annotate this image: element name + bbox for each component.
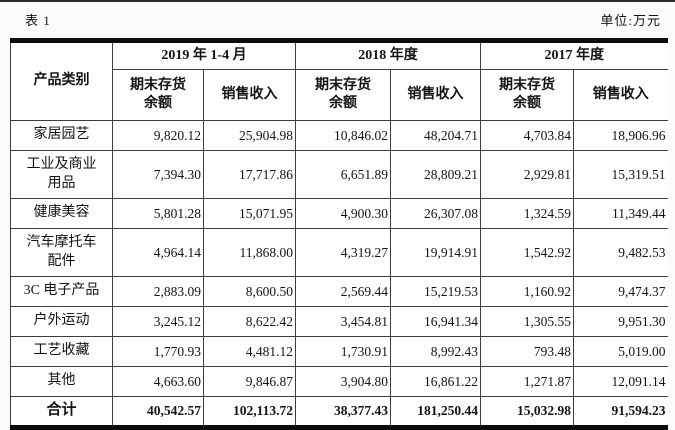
period-group-header: 2018 年度 [295,40,482,70]
value-cell: 10,846.02 [295,120,392,151]
row-label: 户外运动 [10,306,113,337]
value-cell: 793.48 [480,336,575,367]
value-cell: 5,019.00 [573,336,668,367]
value-cell: 1,542.92 [480,228,575,277]
value-cell: 9,951.30 [573,306,668,337]
value-cell: 8,600.50 [202,276,297,307]
period-group-header: 2019 年 1-4 月 [111,40,297,70]
sub-column-header: 销售收入 [573,69,668,121]
value-cell: 9,846.87 [202,366,297,397]
value-cell: 12,091.14 [573,366,668,397]
value-cell: 2,883.09 [112,276,204,307]
sub-column-header: 期末存货 余额 [295,69,392,121]
total-label: 合计 [10,396,113,428]
value-cell: 3,245.12 [112,306,204,337]
row-label: 健康美容 [10,198,113,229]
value-cell: 48,204.71 [390,120,482,151]
value-cell: 4,900.30 [295,198,392,229]
top-rule [0,0,675,2]
value-cell: 11,349.44 [573,198,668,229]
value-cell: 26,307.08 [390,198,482,229]
row-label: 工业及商业 用品 [10,150,113,199]
value-cell: 19,914.91 [390,228,482,277]
value-cell: 15,319.51 [573,150,668,199]
value-cell: 25,904.98 [202,120,297,151]
value-cell: 7,394.30 [112,150,204,199]
value-cell: 1,271.87 [480,366,575,397]
sub-column-header: 期末存货 余额 [112,69,204,121]
unit-label: 单位:万元 [600,13,661,28]
total-value-cell: 40,542.57 [112,396,204,428]
value-cell: 1,730.91 [295,336,392,367]
sub-header-row: 期末存货 余额 销售收入 期末存货 余额 销售收入 期末存货 余额 销售收入 [11,69,668,121]
sub-column-header: 销售收入 [202,69,297,121]
row-label: 其他 [10,366,113,397]
table-row: 工业及商业 用品 7,394.30 17,717.86 6,651.89 28,809.… [10,150,668,199]
value-cell: 16,861.22 [390,366,482,397]
value-cell: 4,319.27 [295,228,392,277]
total-value-cell: 38,377.43 [295,396,392,428]
value-cell: 6,651.89 [295,150,392,199]
value-cell: 15,071.95 [202,198,297,229]
table-row: 健康美容 5,801.28 15,071.95 4,900.30 26,307.08 1,… [10,198,668,229]
total-value-cell: 181,250.44 [390,396,482,428]
value-cell: 2,569.44 [295,276,392,307]
value-cell: 2,929.81 [480,150,575,199]
value-cell: 4,703.84 [480,120,575,151]
row-label: 工艺收藏 [10,336,113,367]
value-cell: 1,305.55 [480,306,575,337]
value-cell: 3,454.81 [295,306,392,337]
table-row: 3C 电子产品 2,883.09 8,600.50 2,569.44 15,219.53… [10,276,668,307]
value-cell: 9,482.53 [573,228,668,277]
value-cell: 8,992.43 [390,336,482,367]
value-cell: 16,941.34 [390,306,482,337]
period-group-row: 产品类别 2019 年 1-4 月 2018 年度 2017 年度 [10,40,668,121]
column-header-product-category: 产品类别 [10,40,113,121]
table-body: 家居园艺 9,820.12 25,904.98 10,846.02 48,204.71 4… [10,120,668,428]
total-value-cell: 15,032.98 [480,396,575,428]
total-row: 合计 40,542.57 102,113.72 38,377.43 181,250.44… [10,396,668,428]
total-value-cell: 91,594.23 [573,396,668,428]
value-cell: 17,717.86 [202,150,297,199]
table-header: 产品类别 2019 年 1-4 月 2018 年度 2017 年度 期末存货 余额销… [10,40,668,121]
period-group-header: 2017 年度 [480,40,668,70]
table-caption: 表 1 [25,13,51,28]
value-cell: 3,904.80 [295,366,392,397]
value-cell: 5,801.28 [112,198,204,229]
table-row: 家居园艺 9,820.12 25,904.98 10,846.02 48,204.71 4… [10,120,668,151]
value-cell: 8,622.42 [202,306,297,337]
value-cell: 4,481.12 [202,336,297,367]
caption-row: 表 1 单位:万元 [25,10,661,29]
value-cell: 4,964.14 [112,228,204,277]
sub-column-header: 期末存货 余额 [480,69,575,121]
table-row: 户外运动 3,245.12 8,622.42 3,454.81 16,941.34 1,3… [10,306,668,337]
value-cell: 1,324.59 [480,198,575,229]
sub-column-header: 销售收入 [390,69,482,121]
value-cell: 9,474.37 [573,276,668,307]
row-label: 家居园艺 [10,120,113,151]
table-row: 汽车摩托车 配件 4,964.14 11,868.00 4,319.27 19,914.… [10,228,668,277]
row-label: 3C 电子产品 [10,276,113,307]
row-label: 汽车摩托车 配件 [10,228,113,277]
table-row: 工艺收藏 1,770.93 4,481.12 1,730.91 8,992.43 793.… [10,336,668,367]
table-row: 其他 4,663.60 9,846.87 3,904.80 16,861.22 1,271… [10,366,668,397]
total-value-cell: 102,113.72 [202,396,297,428]
inventory-revenue-table: 产品类别 2019 年 1-4 月 2018 年度 2017 年度 期末存货 余额销… [10,38,668,430]
value-cell: 15,219.53 [390,276,482,307]
value-cell: 18,906.96 [573,120,668,151]
value-cell: 1,770.93 [112,336,204,367]
value-cell: 1,160.92 [480,276,575,307]
value-cell: 28,809.21 [390,150,482,199]
value-cell: 9,820.12 [112,120,204,151]
value-cell: 4,663.60 [112,366,204,397]
value-cell: 11,868.00 [202,228,297,277]
